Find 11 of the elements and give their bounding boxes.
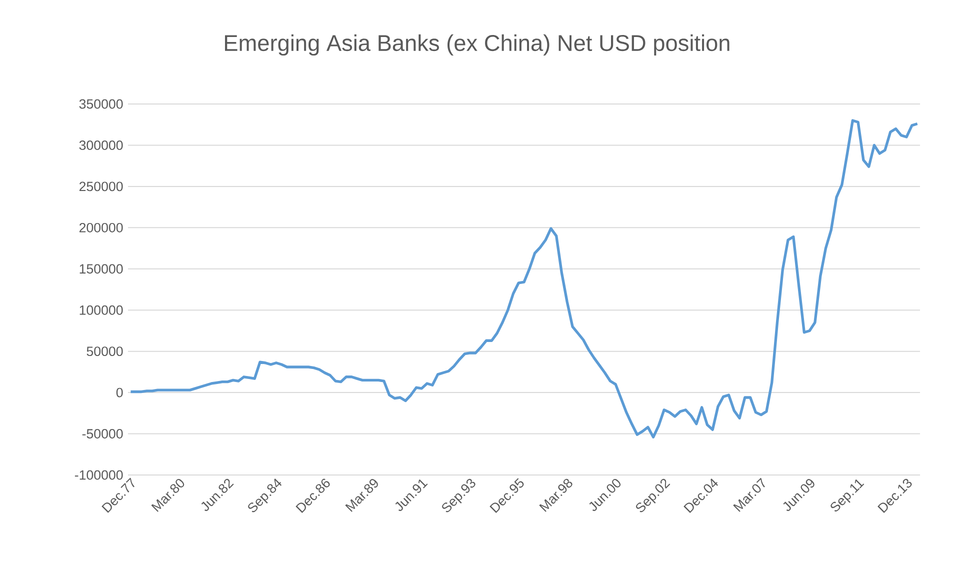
y-tick-label: 0 <box>116 388 123 398</box>
y-tick-label: 250000 <box>79 182 123 192</box>
y-tick-label: -50000 <box>82 429 123 438</box>
y-tick-label: 50000 <box>86 346 123 356</box>
y-tick-label: 150000 <box>80 264 123 274</box>
y-tick-label: 200000 <box>79 222 123 232</box>
y-tick-label: 350000 <box>79 99 123 109</box>
y-tick-label: 100000 <box>80 305 123 315</box>
y-tick-label: -100000 <box>74 470 123 480</box>
chart-title: Emerging Asia Banks (ex China) Net USD position <box>225 34 730 56</box>
y-tick-label: 300000 <box>79 140 123 150</box>
